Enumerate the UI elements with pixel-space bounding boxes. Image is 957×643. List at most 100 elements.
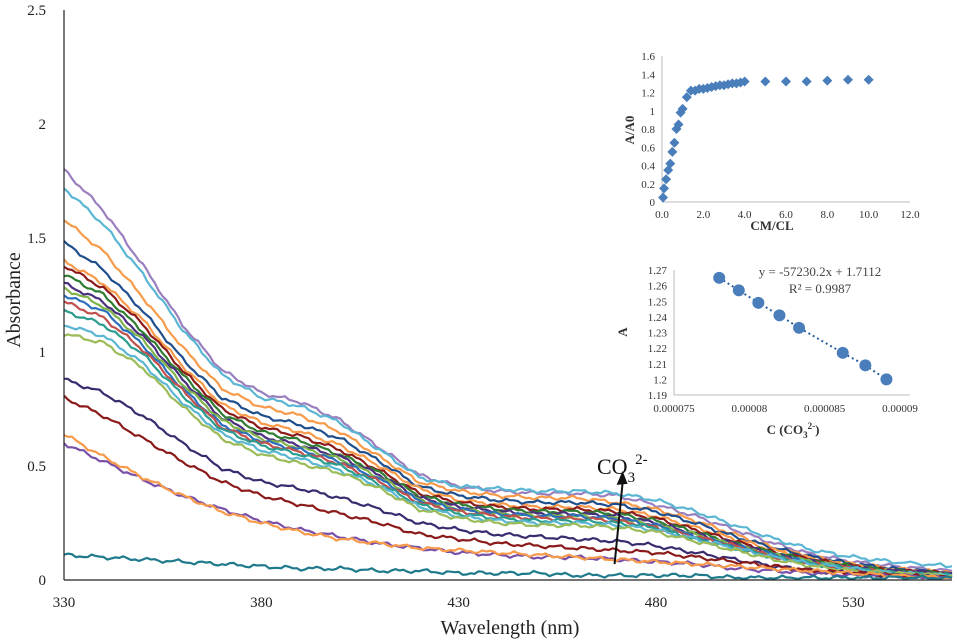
main-x-tick-label: 330 (53, 595, 76, 611)
inset1-point (863, 74, 874, 85)
inset1-x-tick-label: 6.0 (779, 209, 793, 221)
main-y-axis-title: Absorbance (3, 252, 25, 348)
inset2-point (773, 309, 786, 322)
inset2-y-axis-title: A (615, 327, 630, 337)
co3-label-sup: 2- (635, 452, 648, 468)
inset2-r-squared: R² = 0.9987 (789, 281, 852, 296)
series-line-s2 (63, 187, 953, 569)
main-y-tick-labels: 0 0.5 1 1.5 2 2.5 (27, 3, 46, 589)
inset2-x-axis-title: C (CO32-) (767, 421, 820, 440)
inset1-points (658, 74, 874, 203)
inset1-y-tick-label: 0.4 (641, 161, 655, 173)
inset2-x-tick-label: 0.000075 (653, 403, 695, 415)
inset1-y-tick-label: 1.4 (641, 69, 655, 81)
inset2-xlabel-close: ) (815, 422, 819, 437)
series-line-s11 (63, 300, 953, 579)
main-x-axis-title: Wavelength (nm) (441, 617, 580, 639)
main-y-tick-label: 2 (39, 117, 47, 133)
inset1-y-tick-label: 0.8 (641, 124, 655, 136)
inset1-point (658, 192, 669, 203)
inset2-tick-labels: 1.19 1.2 1.21 1.22 1.23 1.24 1.25 1.26 1.27 0.000… (648, 265, 919, 415)
inset1-tick-labels: 0 0.2 0.4 0.6 0.8 1 1.2 1.4 1.6 0.0 2.0 4.0 6.0 8.0 10… (641, 51, 920, 221)
inset1-point (669, 137, 680, 148)
inset2-x-tick-label: 0.00009 (882, 403, 918, 415)
co3-label-base: CO (597, 454, 628, 479)
inset1-y-tick-label: 1.2 (641, 88, 655, 100)
inset1-point (659, 183, 670, 194)
inset1-point (665, 158, 676, 169)
co3-addition-arrow (613, 482, 624, 565)
inset1-y-tick-label: 0.2 (641, 179, 655, 191)
inset1-x-tick-label: 4.0 (738, 209, 752, 221)
main-series-group (63, 168, 953, 581)
main-y-tick-label: 1.5 (27, 231, 46, 247)
inset2-y-tick-label: 1.19 (648, 390, 668, 402)
inset2-y-tick-label: 1.25 (648, 296, 668, 308)
series-line-s5 (63, 258, 953, 576)
inset2-y-tick-label: 1.23 (648, 328, 668, 340)
main-absorbance-chart: 00.511.522.5 330 380 430 480 530 Wavelength … (3, 3, 953, 639)
main-y-tick-label: 0.5 (27, 459, 46, 475)
series-line-s14 (63, 333, 953, 579)
inset1-point (822, 75, 833, 86)
main-x-tick-label: 480 (645, 595, 668, 611)
inset1-x-tick-label: 0.0 (655, 209, 669, 221)
inset1-x-tick-label: 2.0 (696, 209, 710, 221)
inset-job-plot-chart: 0 0.2 0.4 0.6 0.8 1 1.2 1.4 1.6 0.0 2.0 4.0 6.0 8.0 10… (622, 51, 920, 233)
inset1-point (667, 146, 678, 157)
inset1-point (677, 103, 688, 114)
inset-calibration-chart: 1.19 1.2 1.21 1.22 1.23 1.24 1.25 1.26 1.27 0.000… (615, 264, 918, 440)
inset2-x-tick-label: 0.00008 (731, 403, 767, 415)
inset1-point (739, 76, 750, 87)
inset1-y-tick-label: 0.6 (641, 142, 655, 154)
inset2-xlabel-base: C (CO (767, 422, 803, 437)
inset2-y-tick-label: 1.21 (648, 359, 667, 371)
main-y-tick-label: 1 (39, 345, 47, 361)
co3-arrowhead (616, 470, 628, 485)
series-line-s12 (63, 308, 953, 578)
inset1-x-tick-label: 12.0 (900, 209, 920, 221)
inset1-point (661, 174, 672, 185)
main-x-tick-label: 530 (842, 595, 865, 611)
main-y-tick-label: 0 (39, 573, 47, 589)
inset2-x-tick-label: 0.000085 (804, 403, 846, 415)
inset1-x-tick-label: 10.0 (859, 209, 879, 221)
inset1-y-tick-label: 0 (650, 197, 656, 209)
main-x-tick-label: 430 (447, 595, 470, 611)
inset2-y-tick-label: 1.2 (653, 374, 667, 386)
inset1-y-tick-label: 1.6 (641, 51, 655, 63)
inset1-point (760, 76, 771, 87)
inset1-x-tick-label: 8.0 (820, 209, 834, 221)
inset2-point (793, 321, 806, 334)
inset1-point (781, 76, 791, 87)
series-line-s19 (63, 552, 953, 581)
main-y-tick-label: 2.5 (27, 3, 46, 19)
co3-label-sub: 3 (628, 470, 636, 486)
inset2-y-tick-label: 1.24 (648, 312, 668, 324)
inset1-point (801, 76, 812, 87)
inset2-point (859, 359, 872, 372)
inset2-points (713, 271, 893, 386)
inset2-xlabel-sub: 3 (803, 430, 808, 440)
inset1-point (843, 74, 853, 85)
series-line-s1 (63, 168, 953, 572)
inset2-y-tick-label: 1.22 (648, 343, 667, 355)
inset1-y-tick-label: 1 (650, 106, 656, 118)
inset1-point (681, 92, 692, 103)
inset2-xlabel-sup: 2- (808, 421, 816, 431)
inset2-point (713, 271, 726, 284)
main-x-tick-label: 380 (250, 595, 273, 611)
inset2-point (880, 373, 893, 386)
inset2-point (732, 284, 745, 297)
co3-annotation-label: CO3 2- (597, 452, 648, 486)
inset2-equation: y = -57230.2x + 1.7112 (759, 264, 882, 279)
series-line-s15 (63, 377, 952, 581)
series-line-s18 (63, 434, 953, 581)
main-x-tick-labels: 330 380 430 480 530 (53, 595, 865, 611)
inset1-point (673, 119, 684, 130)
inset2-point (836, 346, 849, 359)
inset1-x-axis-title: CM/CL (750, 218, 794, 233)
inset2-point (752, 296, 765, 309)
series-line-s4 (63, 240, 953, 575)
inset2-y-tick-label: 1.26 (648, 281, 668, 293)
